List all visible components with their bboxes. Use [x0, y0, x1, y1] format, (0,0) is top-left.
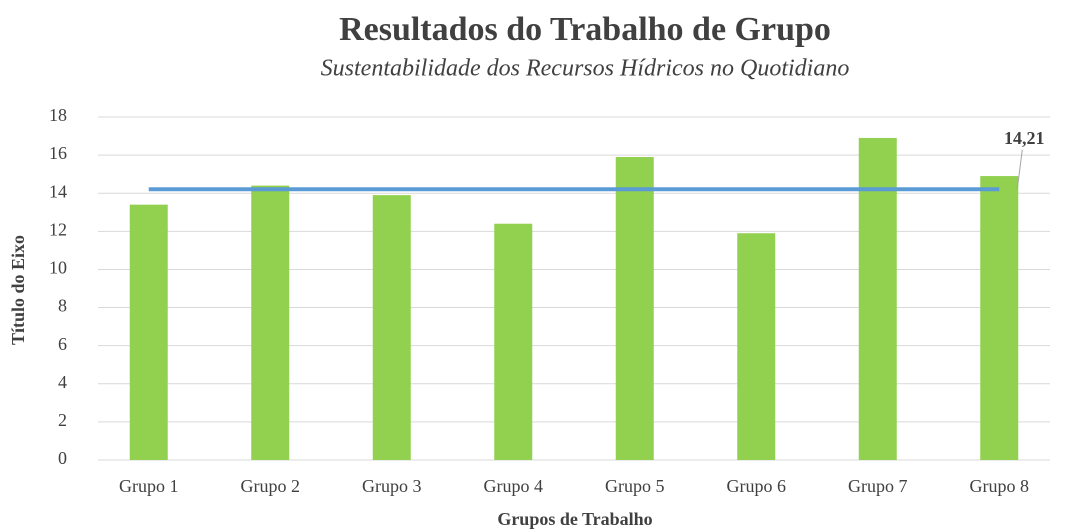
chart-subtitle: Sustentabilidade dos Recursos Hídricos n…: [321, 56, 850, 82]
y-tick-label: 14: [49, 181, 67, 201]
y-tick-label: 2: [58, 410, 67, 430]
bar: [129, 204, 168, 460]
y-tick-label: 18: [49, 105, 67, 125]
x-tick-label: Grupo 5: [605, 476, 665, 496]
label-leader: [1016, 149, 1023, 190]
x-tick-label: Grupo 6: [727, 476, 787, 496]
bar: [615, 157, 654, 460]
x-tick-label: Grupo 8: [970, 476, 1030, 496]
y-axis-label: Título do Eixo: [8, 235, 28, 345]
x-tick-label: Grupo 7: [848, 476, 908, 496]
bar: [737, 233, 776, 460]
y-tick-label: 10: [49, 258, 67, 278]
x-axis-label: Grupos de Trabalho: [497, 509, 652, 529]
x-tick-label: Grupo 4: [484, 476, 544, 496]
data-label: 14,21: [1004, 128, 1045, 148]
y-tick-label: 0: [58, 448, 67, 468]
bar: [251, 185, 290, 460]
bar: [980, 176, 1019, 461]
bar: [372, 195, 411, 460]
bar: [858, 137, 897, 460]
x-tick-label: Grupo 1: [119, 476, 179, 496]
y-tick-label: 6: [58, 334, 67, 354]
y-tick-label: 8: [58, 296, 67, 316]
y-tick-label: 4: [58, 372, 67, 392]
chart-title: Resultados do Trabalho de Grupo: [339, 11, 831, 48]
y-tick-label: 12: [49, 219, 67, 239]
y-tick-label: 16: [49, 143, 67, 163]
x-tick-label: Grupo 3: [362, 476, 422, 496]
bar: [494, 223, 533, 460]
x-tick-label: Grupo 2: [241, 476, 301, 496]
